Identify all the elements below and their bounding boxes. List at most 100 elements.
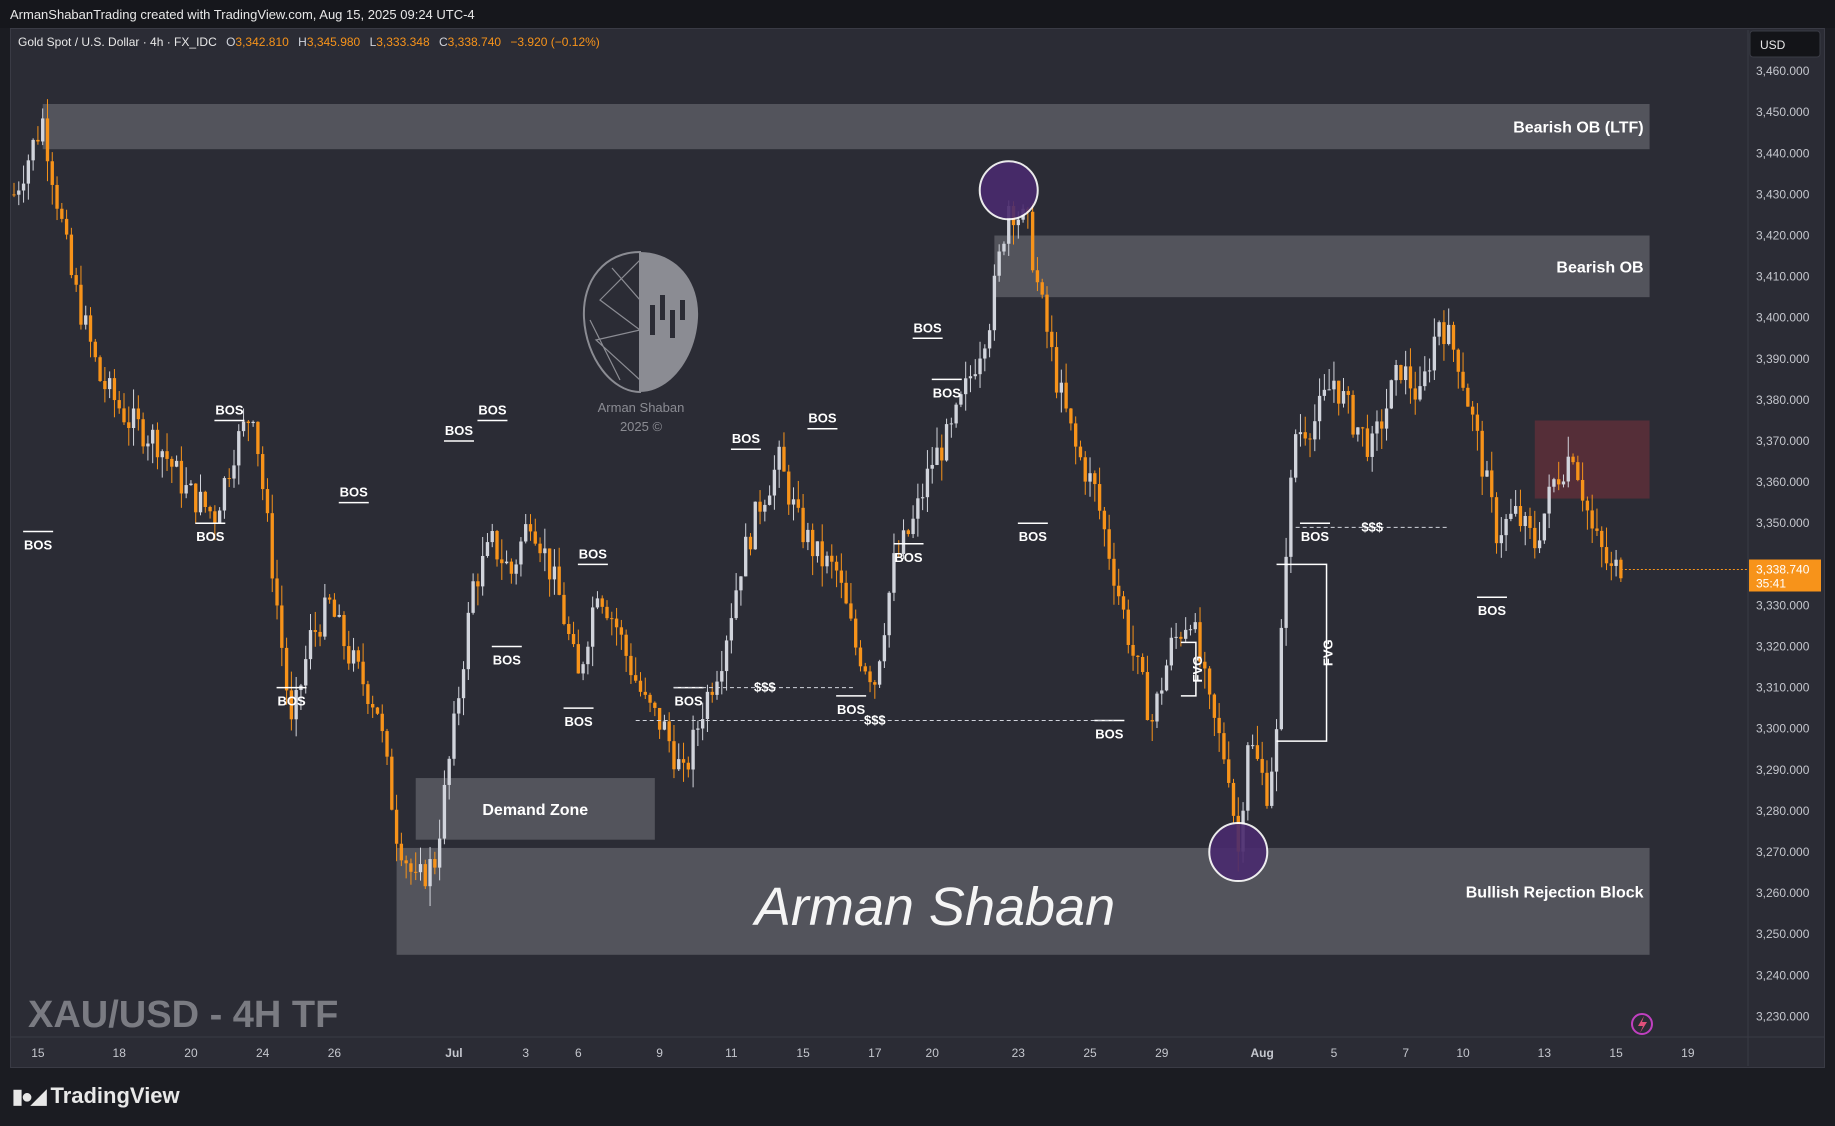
candle-body (624, 634, 628, 656)
candle-body (198, 491, 203, 513)
candle-body (590, 607, 595, 647)
zone-rect (415, 778, 655, 840)
candle-body (1222, 733, 1226, 760)
candle-body (1284, 556, 1288, 628)
candle-body (753, 501, 757, 550)
candle-body (194, 483, 198, 513)
time-axis: 15 18 20 24 26 Jul 3 6 9 11 15 17 20 23 25 29 Aug 5 7 10 13 1… (31, 1046, 1695, 1060)
bos-label: BOS (1019, 529, 1048, 544)
candle-body (1088, 473, 1092, 482)
candle-body (844, 582, 848, 604)
candle-body (839, 570, 844, 583)
candle-body (935, 447, 939, 465)
candle-body (1217, 717, 1221, 734)
credit-text: ArmanShabanTrading created with TradingV… (10, 7, 475, 22)
lightning-icon[interactable] (1631, 1013, 1653, 1035)
candle-body (533, 531, 537, 544)
price-tick-label: 3,390.000 (1756, 352, 1810, 366)
candle-body (662, 721, 667, 730)
candle-body (1456, 349, 1460, 372)
candle-body (98, 357, 102, 381)
liquidity-label: $$$ (1361, 519, 1383, 534)
candle-body (610, 618, 614, 620)
candle-body (1557, 479, 1561, 485)
candle-body (452, 713, 456, 759)
candle-body (672, 741, 676, 770)
candle-body (1327, 389, 1331, 391)
candle-body (21, 183, 26, 191)
candle-body (581, 664, 585, 674)
candle-body (1193, 622, 1197, 630)
candle-body (868, 671, 872, 683)
candle-body (734, 590, 738, 619)
candle-body (700, 719, 705, 729)
candle-body (179, 460, 184, 494)
candle-body (524, 524, 528, 542)
candle-body (720, 671, 724, 682)
tradingview-brand[interactable]: ▮●◢ TradingView (12, 1083, 180, 1109)
candle-body (55, 184, 59, 209)
candle-body (241, 421, 246, 432)
currency-label: USD (1760, 38, 1786, 52)
candle-body (1174, 636, 1178, 638)
candle-body (1332, 380, 1336, 390)
candle-body (213, 511, 217, 524)
candle-body (983, 348, 987, 359)
candle-body (337, 614, 341, 617)
candle-body (1317, 395, 1322, 422)
candle-body (562, 594, 566, 625)
ohlc-open: 3,342.810 (235, 35, 289, 49)
candle-body (854, 618, 858, 648)
candle-body (1542, 513, 1547, 541)
candle-body (724, 640, 729, 672)
candle-body (600, 598, 604, 607)
bos-label: BOS (894, 550, 923, 565)
candle-body (1203, 661, 1207, 669)
candle-body (500, 559, 504, 564)
candle-body (1552, 479, 1556, 487)
zone-rect (396, 847, 1650, 955)
candle-body (1346, 391, 1350, 395)
candle-body (1293, 434, 1298, 478)
price-tick-label: 3,370.000 (1756, 434, 1810, 448)
ohlc-c-label: C (439, 35, 448, 49)
candle-body (887, 592, 891, 636)
candle-body (858, 647, 863, 667)
ohlc-change: −3.920 (−0.12%) (510, 35, 599, 49)
price-axis: 3,230.000 3,240.000 3,250.000 3,260.000 3,27… (1756, 64, 1810, 1023)
candle-body (1351, 394, 1355, 435)
candle-body (146, 443, 150, 447)
candle-body (849, 603, 853, 619)
candle-body (17, 190, 21, 195)
price-tick-label: 3,380.000 (1756, 393, 1810, 407)
candle-body (906, 530, 910, 535)
candle-body (485, 542, 490, 556)
swing-circle (978, 160, 1039, 221)
candle-body (1604, 547, 1609, 564)
candle-body (547, 548, 552, 580)
fvg-bracket (1180, 641, 1197, 697)
bos-label: BOS (215, 402, 244, 417)
candle-body (442, 784, 447, 839)
candle-body (830, 555, 834, 562)
candle-body (50, 161, 54, 185)
candle-body (361, 661, 365, 685)
candle-body (385, 731, 389, 757)
currency-button[interactable]: USD (1749, 30, 1821, 58)
candle-body (160, 451, 164, 458)
candle-body (117, 400, 121, 409)
candle-body (1423, 371, 1427, 387)
logo-year: 2025 © (620, 419, 663, 434)
candle-body (304, 659, 308, 686)
candle-body (892, 553, 896, 593)
candle-body (184, 485, 188, 494)
candle-body (528, 524, 533, 532)
candle-body (1016, 219, 1020, 226)
candle-body (1131, 644, 1135, 656)
candle-body (1413, 388, 1417, 400)
candle-body (1160, 690, 1164, 694)
candle-body (74, 275, 78, 285)
liquidity-label: $$$ (864, 713, 886, 728)
bos-label: BOS (564, 714, 593, 729)
